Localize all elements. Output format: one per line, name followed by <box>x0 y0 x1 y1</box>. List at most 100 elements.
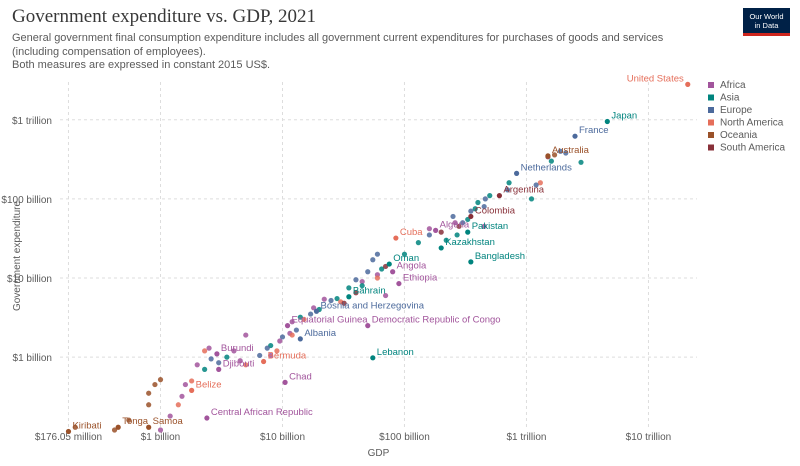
legend-label: Africa <box>720 80 746 91</box>
data-point <box>496 193 503 199</box>
data-point <box>289 332 295 338</box>
data-point <box>468 259 474 265</box>
data-point <box>359 283 365 289</box>
data-point <box>308 311 314 317</box>
logo-line-1: Our World <box>749 12 784 21</box>
data-point <box>433 227 439 233</box>
legend-swatch <box>708 144 714 151</box>
data-point <box>563 150 569 156</box>
data-point <box>346 285 352 291</box>
data-point <box>72 424 78 430</box>
data-point <box>370 257 376 263</box>
data-point <box>146 424 152 430</box>
x-axis-title: GDP <box>368 448 390 459</box>
data-point <box>146 402 152 408</box>
data-point <box>374 251 381 257</box>
data-point <box>456 223 462 229</box>
y-tick-label: $1 billion <box>13 353 52 364</box>
data-point <box>379 266 385 272</box>
logo-line-2: in Data <box>754 21 779 30</box>
point-label: Netherlands <box>521 162 572 173</box>
data-point <box>277 338 283 344</box>
data-point <box>481 223 487 229</box>
legend-label: Oceania <box>720 130 758 141</box>
data-point <box>472 206 478 212</box>
data-point <box>231 348 237 354</box>
data-point <box>506 180 512 186</box>
data-point <box>216 360 222 366</box>
x-tick-label: $1 billion <box>141 432 180 443</box>
legend-swatch <box>708 107 714 113</box>
data-point <box>452 220 458 226</box>
data-point <box>194 362 200 368</box>
data-point <box>237 358 243 364</box>
point-label: Kiribati <box>72 420 101 431</box>
data-point <box>454 232 460 238</box>
point-label: Chad <box>289 371 312 382</box>
legend-swatch <box>708 132 714 138</box>
data-point <box>297 336 303 342</box>
point-label: Japan <box>611 111 637 122</box>
point-label: Colombia <box>475 205 516 216</box>
point-label: Algeria <box>440 219 470 230</box>
point-label: Kazakhstan <box>445 237 495 248</box>
point-label: Argentina <box>503 185 544 196</box>
data-point <box>216 366 222 372</box>
data-point <box>204 415 210 421</box>
data-point <box>548 158 554 164</box>
point-label: Australia <box>552 145 590 156</box>
data-point <box>328 297 334 304</box>
legend-swatch <box>708 82 714 88</box>
x-tick-label: $100 billion <box>379 432 430 443</box>
data-point <box>450 213 456 220</box>
data-point <box>65 428 72 435</box>
data-point <box>482 196 488 202</box>
data-point <box>346 294 352 300</box>
data-point <box>370 355 376 361</box>
x-tick-label: $176.05 million <box>35 432 102 443</box>
data-point <box>126 417 132 423</box>
data-point <box>152 381 158 388</box>
data-point <box>157 427 164 433</box>
data-point <box>465 229 471 235</box>
data-point <box>353 277 359 283</box>
data-point <box>365 323 371 329</box>
data-point <box>438 229 444 235</box>
legend-label: North America <box>720 118 784 129</box>
data-point <box>284 323 291 329</box>
data-point <box>513 170 520 176</box>
point-label: Cuba <box>400 227 423 238</box>
data-point <box>274 348 280 354</box>
data-point <box>438 245 444 251</box>
y-axis-title: Government expenditure <box>12 201 23 312</box>
point-label: Angola <box>397 261 427 272</box>
data-point <box>257 352 263 359</box>
data-point <box>179 393 185 399</box>
point-label: Ethiopia <box>403 273 438 284</box>
data-point <box>401 251 408 257</box>
data-point <box>321 296 327 302</box>
data-point <box>334 295 340 302</box>
data-point <box>224 354 230 360</box>
data-point <box>396 280 402 287</box>
data-point <box>167 413 173 419</box>
owid-logo[interactable]: Our World in Data <box>743 8 790 36</box>
data-point <box>243 332 249 338</box>
data-point <box>359 279 365 285</box>
data-point <box>468 208 474 214</box>
data-point <box>157 377 164 383</box>
data-point <box>487 193 493 199</box>
legend-swatch <box>708 94 714 101</box>
data-point <box>572 133 578 139</box>
point-label: Tonga <box>122 416 149 427</box>
data-point <box>214 351 220 357</box>
data-point <box>175 402 181 408</box>
data-point <box>533 182 539 188</box>
data-point <box>415 240 421 246</box>
point-label: Belize <box>196 379 222 390</box>
data-point <box>282 379 288 385</box>
point-label: Lebanon <box>377 347 414 358</box>
y-tick-label: $10 billion <box>7 274 52 285</box>
legend-label: Europe <box>720 105 753 116</box>
